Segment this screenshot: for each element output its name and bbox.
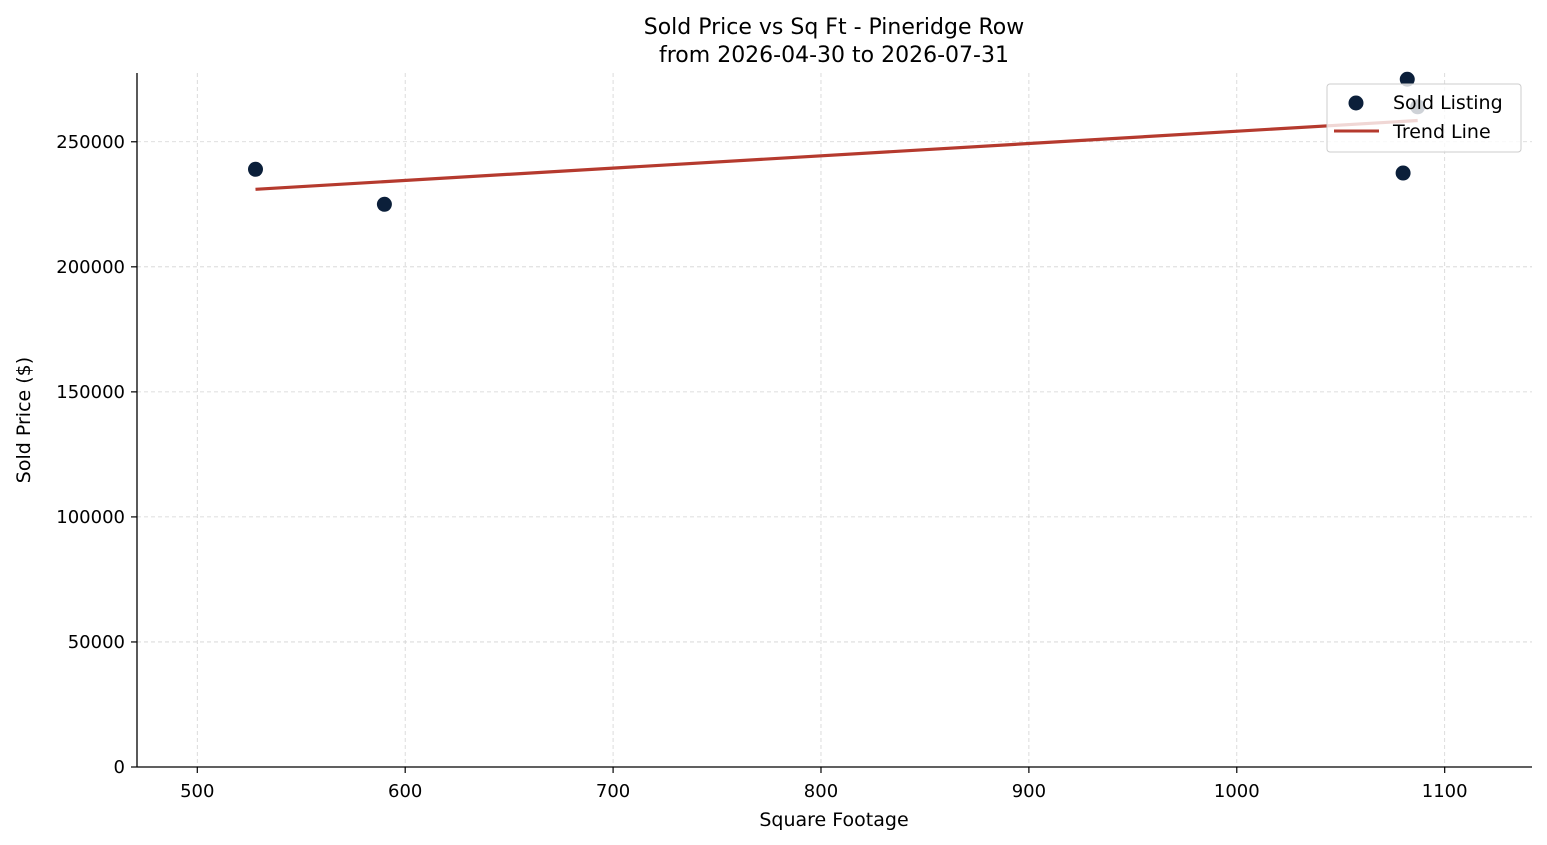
y-tick-label: 150000 xyxy=(56,382,125,403)
legend-box xyxy=(1326,83,1522,153)
x-tick-label: 600 xyxy=(388,781,422,802)
legend-label-sold-listing: Sold Listing xyxy=(1393,92,1503,114)
grid-lines xyxy=(137,73,1532,767)
y-tick-label: 50000 xyxy=(68,632,125,653)
sold-listing-point xyxy=(248,161,264,177)
x-tick-label: 500 xyxy=(180,781,214,802)
x-tick-label: 1100 xyxy=(1422,781,1468,802)
data-points xyxy=(248,71,1426,212)
y-axis-label: Sold Price ($) xyxy=(13,357,35,483)
y-tick-label: 100000 xyxy=(56,507,125,528)
y-tick-label: 200000 xyxy=(56,257,125,278)
y-tick-label: 0 xyxy=(114,757,125,778)
axes xyxy=(136,73,1532,768)
legend: Sold Listing Trend Line xyxy=(1326,83,1522,153)
x-tick-label: 1000 xyxy=(1214,781,1260,802)
axis-ticks: 500 600 700 800 900 1000 1100 0 50000 100000 15000… xyxy=(56,132,1467,802)
y-tick-label: 250000 xyxy=(56,132,125,153)
trend-line-layer xyxy=(255,118,1418,191)
sold-listing-point xyxy=(376,196,392,212)
chart-subtitle: from 2026-04-30 to 2026-07-31 xyxy=(659,43,1009,68)
x-tick-label: 800 xyxy=(804,781,838,802)
legend-label-trend-line: Trend Line xyxy=(1392,121,1491,143)
x-tick-label: 700 xyxy=(596,781,630,802)
sold-listing-point xyxy=(1399,71,1415,87)
chart-title: Sold Price vs Sq Ft - Pineridge Row xyxy=(644,15,1025,40)
x-tick-label: 900 xyxy=(1012,781,1046,802)
legend-marker-sold-listing xyxy=(1348,95,1364,111)
sold-listing-point xyxy=(1395,165,1411,181)
trend-line xyxy=(255,118,1418,191)
x-axis-label: Square Footage xyxy=(759,809,908,831)
